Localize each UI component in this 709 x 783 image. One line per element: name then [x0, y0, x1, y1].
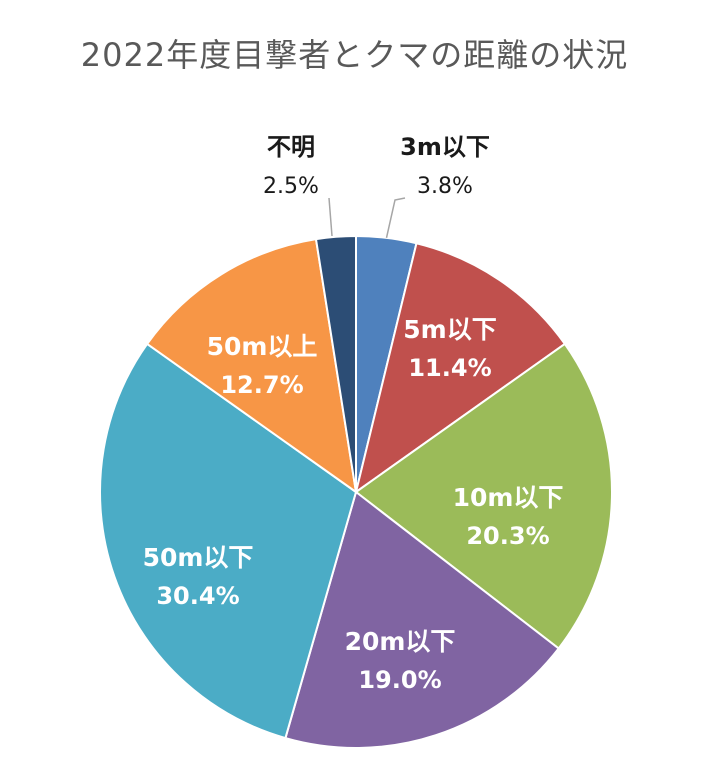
leader-lines: [328, 197, 406, 238]
slice-percent-label: 19.0%: [358, 666, 441, 694]
slice-labels: 3m以下 3.8% 5m以下 11.4% 10m以下 20.3% 20m以下 19.0% 50m…: [143, 133, 564, 694]
pie-slice: [354, 342, 613, 650]
slice-percent-label: 2.5%: [263, 174, 319, 199]
leader-line: [385, 197, 406, 238]
slice-percent-label: 30.4%: [156, 582, 239, 610]
slice-percent-label: 20.3%: [466, 522, 549, 550]
slice-category-label: 50m以下: [143, 543, 254, 572]
slice-percent-label: 11.4%: [408, 354, 491, 382]
pie-slice: [314, 234, 357, 493]
slice-category-label: 不明: [267, 133, 315, 161]
leader-line: [328, 197, 333, 237]
slice-category-label: 20m以下: [345, 627, 456, 656]
pie-slices: [98, 234, 613, 749]
slice-category-label: 50m以上: [207, 332, 318, 361]
pie-slice: [284, 490, 561, 749]
pie-slice: [145, 238, 358, 495]
pie-slice: [354, 242, 567, 495]
pie-slice: [98, 342, 358, 740]
slice-category-label: 10m以下: [453, 483, 564, 512]
slice-category-label: 5m以下: [403, 315, 496, 344]
slice-percent-label: 3.8%: [417, 174, 473, 199]
slice-percent-label: 12.7%: [220, 371, 303, 399]
slice-category-label: 3m以下: [400, 133, 490, 161]
chart-title: 2022年度目撃者とクマの距離の状況: [80, 36, 629, 74]
